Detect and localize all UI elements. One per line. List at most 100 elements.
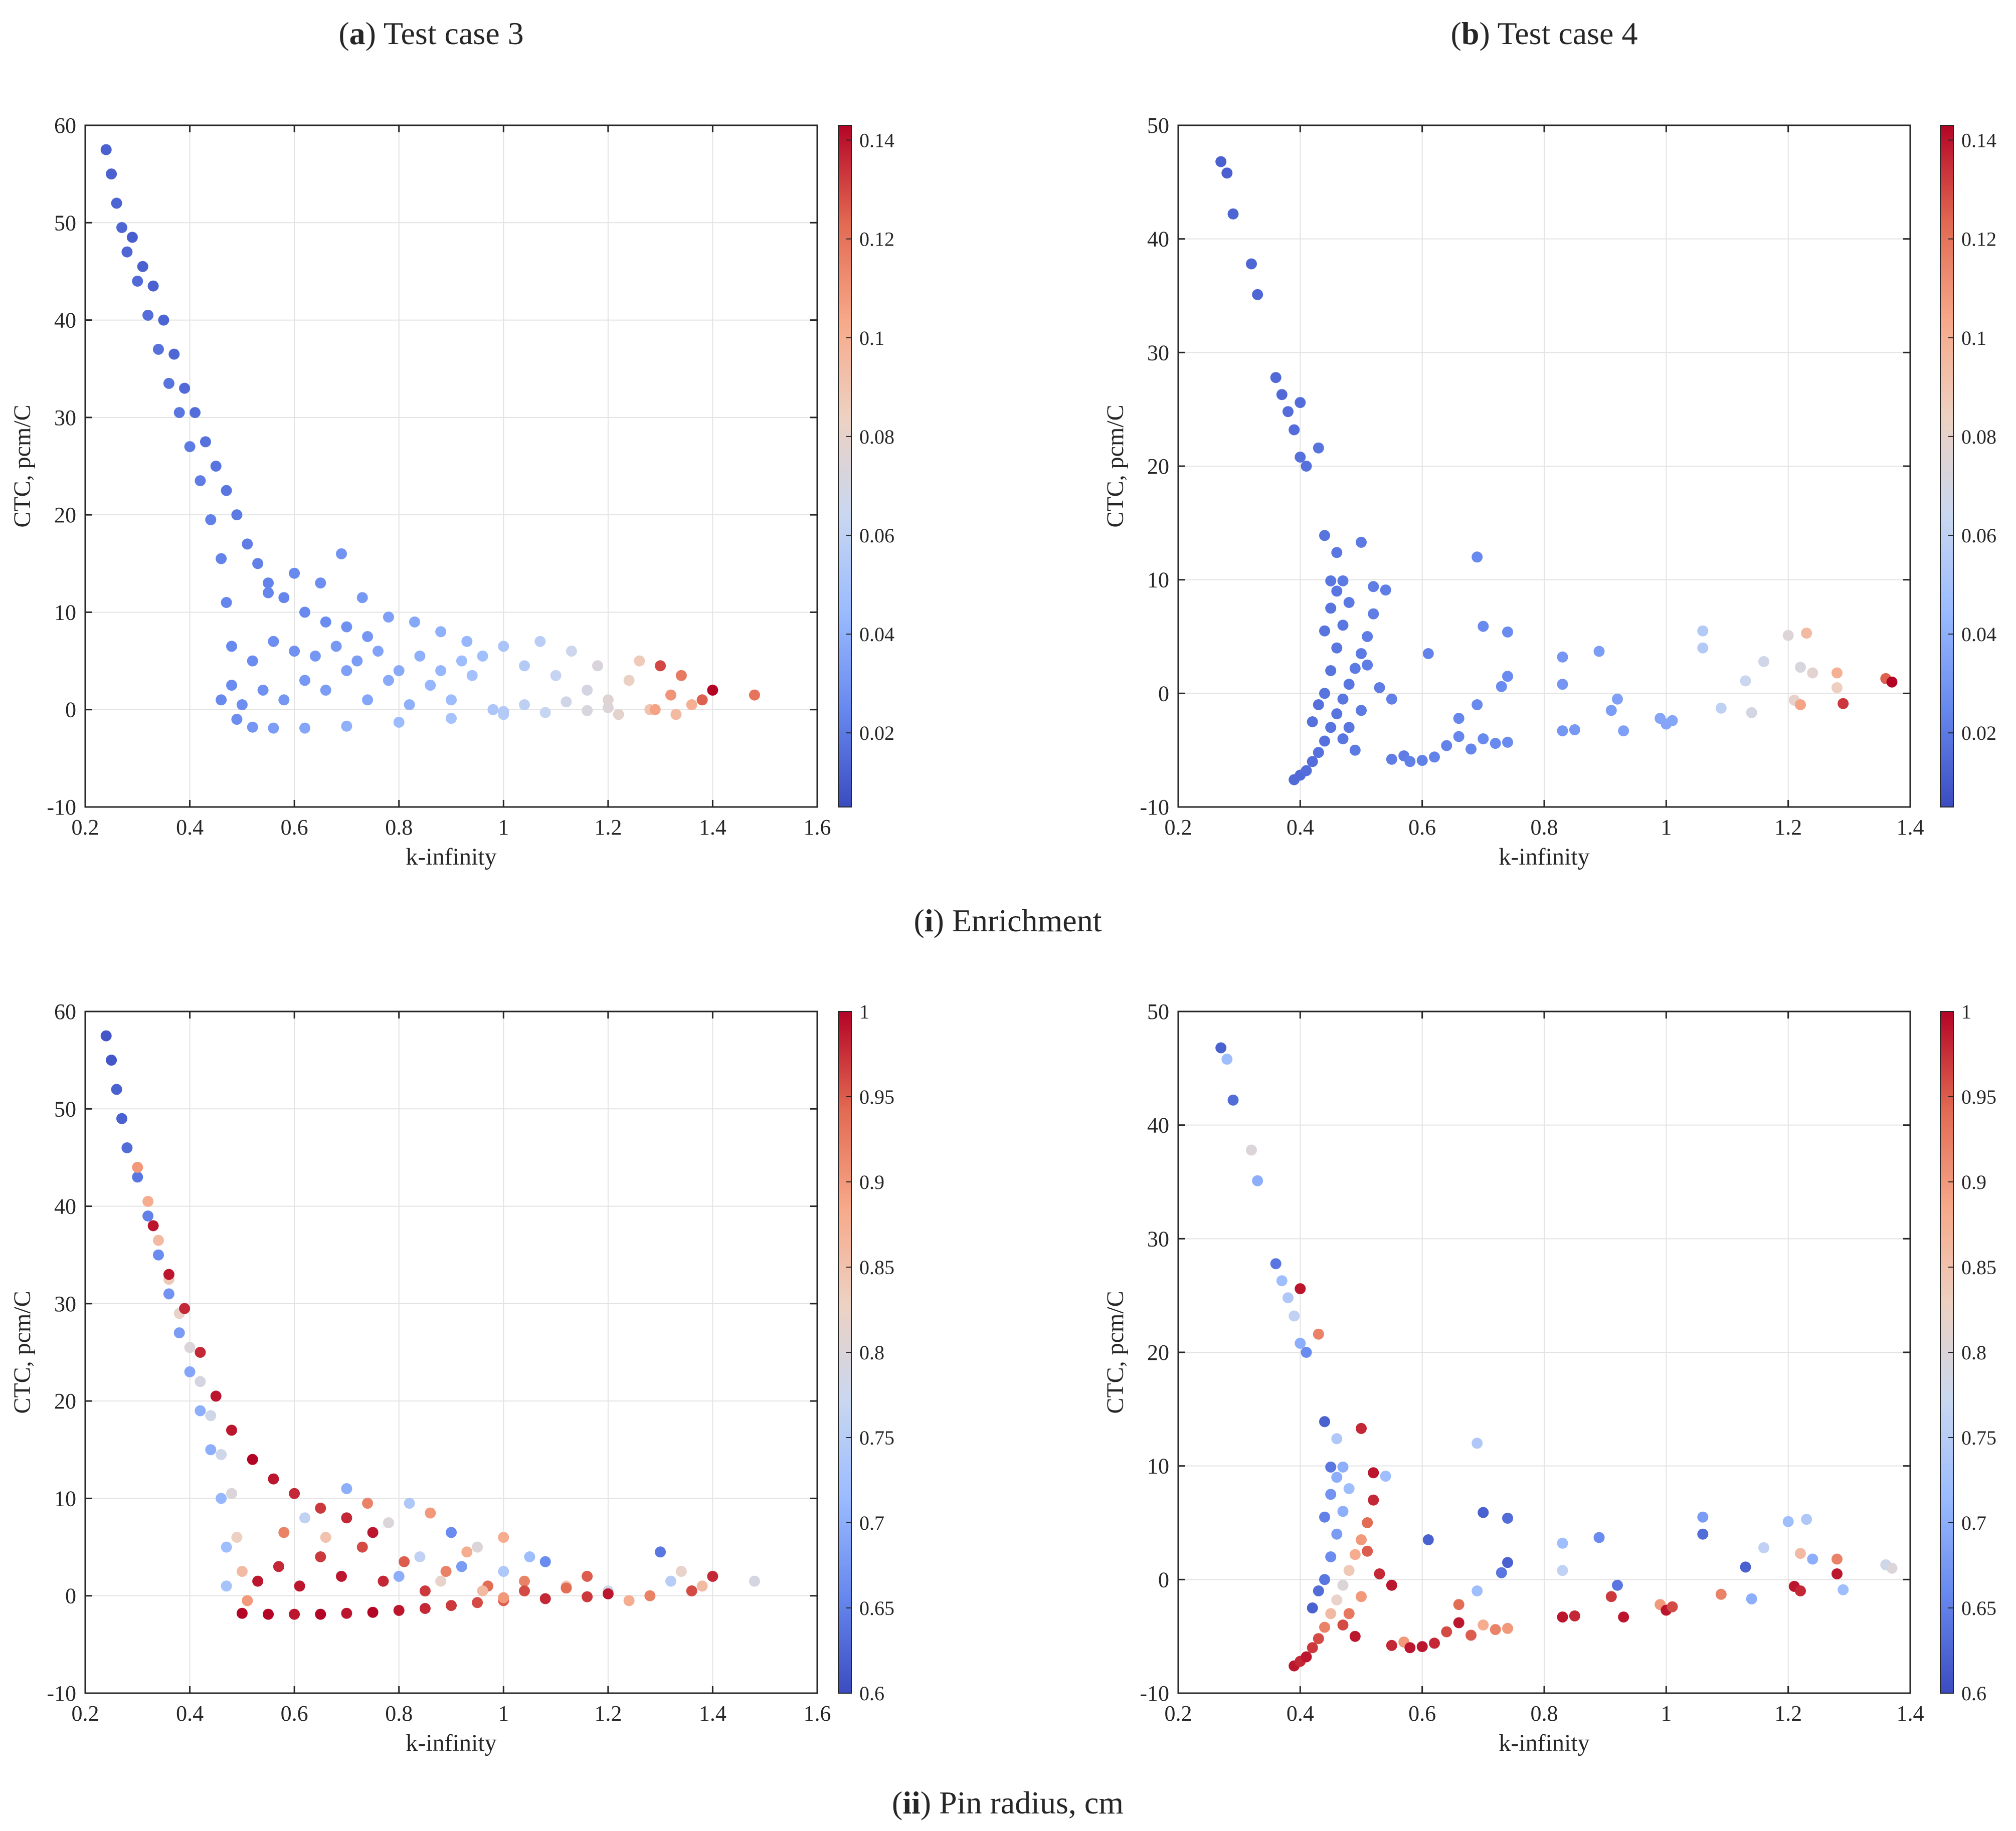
data-point xyxy=(582,705,593,716)
data-point xyxy=(1557,1611,1568,1623)
scatter-panel-a-i: 0.2 0.4 0.6 0.8 1 1.2 1.4 1.6 -10 0 10 20 30 40 50 60 k-… xyxy=(9,113,894,870)
data-point xyxy=(1307,716,1318,727)
x-tick-label: 1.2 xyxy=(1774,1701,1802,1726)
data-point xyxy=(383,612,394,623)
data-point xyxy=(644,1590,656,1601)
data-point xyxy=(1325,1489,1337,1500)
data-point xyxy=(582,1570,593,1582)
data-point xyxy=(686,699,697,710)
data-point xyxy=(1356,1591,1367,1602)
colorbar-tick-label: 0.8 xyxy=(859,1341,884,1364)
data-point xyxy=(477,1585,488,1596)
data-point xyxy=(1319,1621,1330,1633)
data-point xyxy=(236,1607,248,1619)
data-point xyxy=(1319,1574,1330,1585)
y-tick-label: 10 xyxy=(1147,568,1169,592)
data-point xyxy=(132,1171,143,1183)
data-point xyxy=(1337,1461,1349,1473)
data-point xyxy=(1301,765,1312,776)
y-tick-label: 50 xyxy=(54,211,76,235)
data-point xyxy=(1374,1568,1385,1579)
data-point xyxy=(1368,608,1379,620)
data-point xyxy=(153,1249,164,1261)
data-point xyxy=(1795,662,1806,673)
data-point xyxy=(226,641,237,652)
y-axis-label: CTC, pcm/C xyxy=(1102,404,1129,527)
data-point xyxy=(566,646,577,657)
data-point xyxy=(1618,725,1629,737)
data-point xyxy=(1356,648,1367,659)
data-point xyxy=(320,616,331,628)
row-caption-enrichment-text: Enrichment xyxy=(952,903,1102,938)
data-point xyxy=(1472,551,1483,563)
data-point xyxy=(315,577,326,589)
data-point xyxy=(539,1556,551,1567)
y-tick-label: 10 xyxy=(54,600,76,625)
data-point xyxy=(1416,755,1428,766)
x-tick-label: 1.6 xyxy=(804,1701,831,1726)
y-tick-label: -10 xyxy=(47,1681,76,1706)
data-point xyxy=(1386,753,1397,765)
data-point xyxy=(498,641,509,652)
colorbar-tick-label: 0.12 xyxy=(859,228,894,251)
data-point xyxy=(1337,1506,1349,1517)
data-point xyxy=(1337,575,1349,586)
colorbar-tick-label: 0.95 xyxy=(1961,1086,1996,1108)
x-tick-label: 0.2 xyxy=(1165,815,1192,840)
data-point xyxy=(749,1575,760,1587)
data-point xyxy=(1221,167,1233,179)
data-point xyxy=(1557,1565,1568,1576)
y-tick-label: -10 xyxy=(1140,1681,1169,1706)
data-point xyxy=(1362,659,1373,671)
data-point xyxy=(289,646,300,657)
colorbar xyxy=(838,125,852,807)
colorbar-tick-label: 0.04 xyxy=(859,623,894,646)
data-point xyxy=(1295,1337,1306,1349)
data-point xyxy=(1313,1585,1324,1596)
data-point xyxy=(1331,642,1343,654)
data-point xyxy=(665,1575,676,1587)
data-point xyxy=(414,650,426,662)
data-point xyxy=(1838,698,1849,709)
data-point xyxy=(498,1592,509,1603)
data-point xyxy=(670,709,682,720)
data-point xyxy=(1801,1514,1812,1525)
data-point xyxy=(1465,743,1477,755)
y-tick-label: 40 xyxy=(54,308,76,333)
data-point xyxy=(1422,1534,1434,1545)
data-point xyxy=(1618,1611,1629,1623)
x-tick-label: 1 xyxy=(1661,1701,1672,1726)
data-point xyxy=(435,1575,447,1587)
data-point xyxy=(1374,682,1385,693)
data-point xyxy=(1319,688,1330,699)
data-point xyxy=(602,702,614,713)
data-point xyxy=(1807,1553,1818,1565)
data-point xyxy=(1496,681,1507,692)
data-point xyxy=(1295,1283,1306,1295)
data-point xyxy=(356,592,368,603)
data-point xyxy=(582,684,593,696)
data-point xyxy=(1282,1292,1294,1304)
data-point xyxy=(242,538,253,550)
data-point xyxy=(1270,1258,1281,1270)
y-tick-label: 50 xyxy=(54,1097,76,1121)
x-tick-label: 1 xyxy=(498,815,509,840)
data-point xyxy=(409,616,420,628)
data-point xyxy=(534,636,546,647)
x-tick-label: 0.2 xyxy=(72,1701,99,1726)
data-point xyxy=(278,694,290,706)
colorbar-tick-label: 0.7 xyxy=(1961,1512,1986,1534)
colorbar-tick-label: 0.9 xyxy=(1961,1171,1986,1193)
data-point xyxy=(1478,733,1489,744)
data-point xyxy=(278,592,290,603)
colorbar-tick-label: 0.75 xyxy=(859,1427,894,1449)
plot-area xyxy=(85,1011,817,1693)
data-point xyxy=(675,670,687,681)
data-point xyxy=(367,1527,379,1538)
data-point xyxy=(707,684,718,696)
data-point xyxy=(1325,722,1337,733)
data-point xyxy=(205,1410,217,1421)
data-point xyxy=(221,597,232,608)
data-point xyxy=(1490,1624,1501,1636)
